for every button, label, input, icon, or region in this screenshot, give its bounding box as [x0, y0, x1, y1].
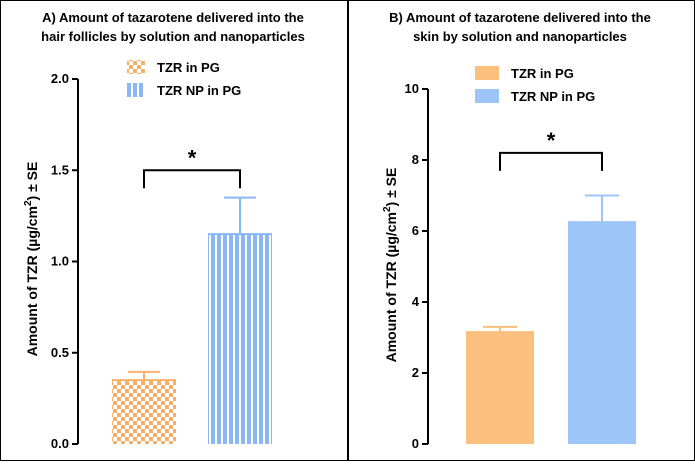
panel-b-legend-swatch: [475, 66, 499, 80]
panel-a: A) Amount of tazarotene delivered into t…: [23, 10, 305, 451]
panel-a-y-tick-label: 0.5: [51, 345, 69, 360]
panel-b-legend-label: TZR in PG: [511, 66, 574, 81]
panel-b: B) Amount of tazarotene delivered into t…: [382, 10, 651, 451]
panel-b-y-tick-label: 6: [412, 223, 419, 238]
panel-a-y-tick-label: 1.0: [51, 254, 69, 269]
panel-a-y-tick-label: 0.0: [51, 436, 69, 451]
panel-a-plot: 0.0 0.5 1.0 1.5 2.0 TZR in PG TZR NP in PG *: [51, 60, 272, 451]
panel-a-title-line-2: hair follicles by solution and nanoparti…: [41, 29, 305, 44]
panel-a-y-axis-label: Amount of TZR (µg/cm2) ± SE: [23, 162, 40, 357]
panel-b-y-tick-label: 2: [412, 365, 419, 380]
panel-a-title-line-1: A) Amount of tazarotene delivered into t…: [42, 10, 304, 25]
panel-b-plot: 0 2 4 6 8 10 TZR in PG TZR NP in PG *: [405, 66, 636, 451]
panel-b-significance-bracket: [499, 151, 603, 171]
panel-a-bar: [208, 234, 272, 444]
panel-b-y-tick-label: 0: [412, 436, 419, 451]
panel-b-y-tick-label: 4: [412, 294, 420, 309]
panel-a-legend-swatch: [127, 83, 145, 97]
panel-b-title-line-2: skin by solution and nanoparticles: [413, 29, 627, 44]
panel-b-y-tick-label: 8: [412, 152, 419, 167]
panel-a-y-tick-label: 1.5: [51, 162, 69, 177]
panel-b-title-line-1: B) Amount of tazarotene delivered into t…: [389, 10, 651, 25]
panel-b-y-axis-label: Amount of TZR (µg/cm2) ± SE: [382, 168, 399, 363]
panel-a-legend-swatch: [127, 60, 145, 74]
panel-b-bar: [466, 332, 534, 444]
panel-b-bar: [568, 222, 636, 444]
panel-b-y-tick-label: 10: [405, 81, 419, 96]
panel-a-significance-bracket: [143, 169, 241, 189]
panel-a-y-tick-label: 2.0: [51, 71, 69, 86]
panel-b-legend-label: TZR NP in PG: [511, 89, 595, 104]
panel-a-legend-label: TZR NP in PG: [157, 83, 241, 98]
panel-a-significance-label: *: [188, 145, 197, 170]
panel-b-significance-label: *: [547, 128, 556, 153]
panel-a-legend-label: TZR in PG: [157, 60, 220, 75]
panel-b-legend-swatch: [475, 89, 499, 103]
panel-a-bar: [112, 380, 176, 444]
